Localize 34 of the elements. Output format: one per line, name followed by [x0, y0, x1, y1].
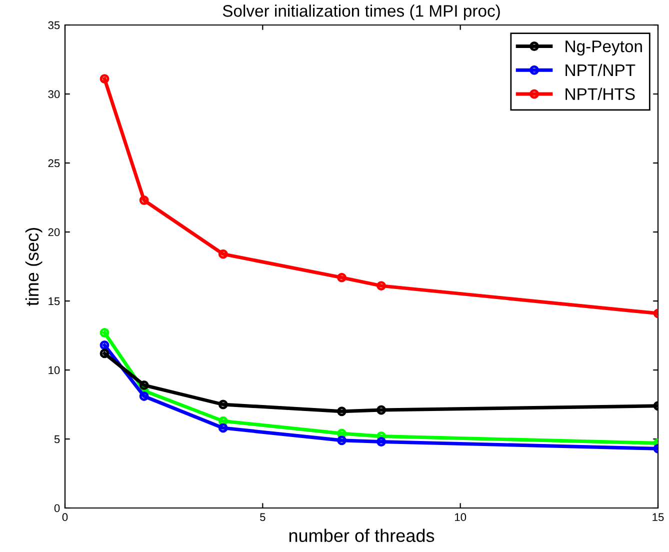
point — [139, 380, 149, 390]
point — [100, 328, 110, 338]
point — [337, 272, 346, 282]
y-tick-label: 35 — [48, 21, 60, 30]
x-tick-label: 15 — [652, 513, 664, 522]
x-axis-title: number of threads — [289, 528, 434, 542]
legend-label: NPT/NPT — [566, 64, 636, 76]
point — [337, 406, 346, 416]
point — [218, 249, 228, 259]
y-tick-label: 0 — [54, 504, 60, 512]
y-tick-label: 25 — [48, 159, 60, 168]
point — [100, 348, 110, 358]
point — [139, 196, 149, 205]
point — [337, 436, 346, 446]
y-tick-label: 30 — [48, 90, 60, 98]
x-tick-label: 0 — [62, 513, 68, 522]
legend-label: Ng-Peyton — [566, 40, 642, 56]
point — [376, 405, 386, 415]
y-tick-label: 15 — [48, 297, 60, 306]
point — [218, 423, 228, 433]
y-tick-label: 10 — [48, 366, 60, 374]
point — [376, 281, 386, 291]
point — [139, 391, 149, 401]
point — [376, 437, 386, 446]
point — [100, 340, 110, 350]
x-tick-label: 10 — [455, 513, 466, 522]
y-axis-title: time (sec) — [25, 228, 42, 306]
x-tick-label: 5 — [260, 513, 266, 522]
point — [100, 74, 110, 84]
legend-label: NPT/HTS — [566, 88, 635, 100]
y-tick-label: 5 — [54, 435, 60, 444]
y-tick-label: 20 — [48, 228, 60, 236]
point — [218, 400, 228, 410]
chart-title: Solver initialization times (1 MPI proc) — [222, 4, 500, 20]
